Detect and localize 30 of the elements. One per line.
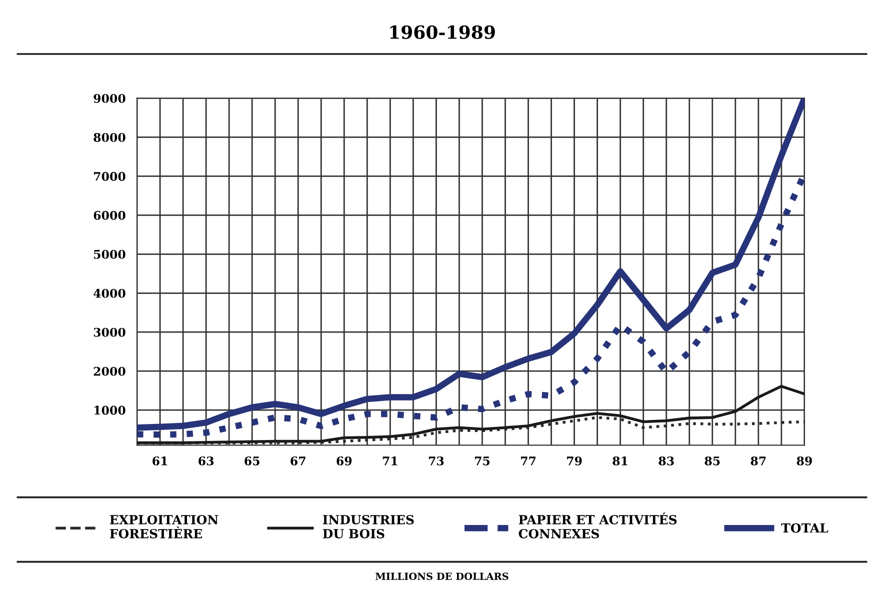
text: MILLIONS DE DOLLARS — [376, 572, 508, 580]
y-tick-label: 4000 — [94, 288, 126, 298]
x-tick-label: 85 — [704, 456, 720, 466]
y-tick-label: 9000 — [94, 94, 126, 103]
x-tick-label: 69 — [336, 456, 352, 466]
x-tick-label: 87 — [750, 456, 766, 466]
x-tick-label: 77 — [520, 456, 536, 466]
x-tick-label: 79 — [567, 456, 582, 466]
x-tick-label: 83 — [658, 456, 674, 466]
y-tick-label: 6000 — [94, 210, 126, 220]
legend-label: TOTAL — [781, 523, 828, 533]
x-tick-label: 65 — [244, 456, 260, 466]
x-tick-label: 81 — [612, 456, 628, 466]
x-tick-label: 89 — [796, 456, 812, 466]
y-tick-label: 8000 — [94, 132, 126, 142]
y-tick-label: 7000 — [94, 172, 126, 181]
legend-label: EXPLOITATION FORESTIÈRE — [110, 514, 218, 538]
legend-label: INDUSTRIES DU BOIS — [322, 514, 414, 538]
y-tick-label: 2000 — [94, 366, 126, 376]
y-tick-label: 1000 — [94, 406, 126, 415]
chart-title: 1960-1989 — [390, 25, 495, 40]
x-tick-label: 63 — [198, 456, 214, 466]
legend-label: PAPIER ET ACTIVITÉS CONNEXES — [518, 512, 677, 538]
x-tick-label: 73 — [428, 456, 444, 466]
x-tick-label: 61 — [152, 456, 168, 466]
x-tick-label: 75 — [474, 456, 490, 466]
x-tick-label: 71 — [382, 456, 398, 466]
y-tick-label: 3000 — [94, 328, 126, 337]
x-tick-label: 67 — [290, 456, 306, 466]
y-tick-label: 5000 — [94, 250, 126, 259]
